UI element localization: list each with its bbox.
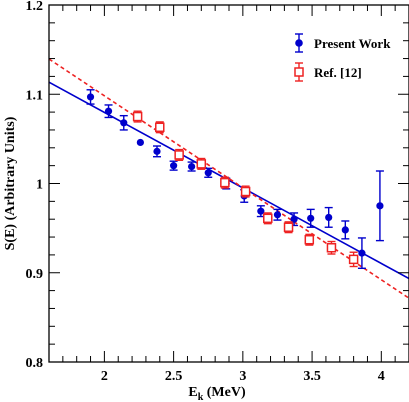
y-tick-label: 1 <box>36 178 43 193</box>
data-point-present-work <box>307 214 315 222</box>
legend-label: Present Work <box>314 36 391 51</box>
x-tick-label: 2.5 <box>165 369 183 384</box>
data-point-present-work <box>257 207 265 215</box>
y-tick-label: 1.1 <box>26 88 44 103</box>
data-point-present-work <box>341 226 349 234</box>
legend-label: Ref. [12] <box>314 65 362 80</box>
axis-ticks <box>48 4 409 363</box>
data-point-ref12 <box>196 159 207 169</box>
data-point-ref12 <box>155 122 165 133</box>
y-tick-label: 1.2 <box>26 0 44 14</box>
data-point-present-work <box>273 211 282 219</box>
y-axis-title: S(E) (Arbitrary Units) <box>3 116 18 250</box>
data-point-present-work <box>104 107 113 115</box>
data-point-present-work <box>290 215 298 223</box>
legend: Present Work Ref. [12] <box>294 33 391 82</box>
data-point-present-work <box>136 138 144 147</box>
data-point-present-work <box>153 147 161 155</box>
data-point-present-work <box>86 93 95 101</box>
data-point-ref12 <box>326 243 337 253</box>
data-point-present-work <box>188 162 196 171</box>
data-point-present-work <box>170 162 178 170</box>
data-point-ref12 <box>240 186 251 197</box>
x-tick-label: 3.5 <box>303 369 321 384</box>
data-point-ref12 <box>174 150 184 160</box>
data-point-ref12 <box>132 111 143 122</box>
x-tick-label: 2 <box>101 369 108 384</box>
tick-labels: 2 2.5 3 3.5 4 0.8 0.9 1 1.1 1.2 <box>26 0 385 384</box>
data-points <box>86 89 384 269</box>
x-axis-title: Ek (MeV) <box>188 385 246 402</box>
x-axis-title-sub: k <box>198 392 204 402</box>
legend-marker-ref12 <box>294 67 304 77</box>
data-point-present-work <box>376 202 384 210</box>
x-tick-label: 4 <box>378 369 385 384</box>
legend-marker-present-work <box>295 39 303 47</box>
data-point-ref12 <box>348 254 359 265</box>
data-point-ref12 <box>220 177 230 188</box>
data-point-present-work <box>358 249 366 257</box>
x-tick-label: 3 <box>239 369 246 384</box>
data-point-ref12 <box>283 222 294 232</box>
data-point-present-work <box>120 119 128 127</box>
data-point-ref12 <box>304 234 315 245</box>
data-point-present-work <box>325 213 333 222</box>
data-point-present-work <box>204 169 212 177</box>
data-point-ref12 <box>263 213 273 224</box>
y-tick-label: 0.8 <box>26 356 44 371</box>
y-tick-label: 0.9 <box>26 267 44 282</box>
x-axis-title-main: E <box>188 385 197 400</box>
x-axis-title-rest: (MeV) <box>203 385 246 400</box>
